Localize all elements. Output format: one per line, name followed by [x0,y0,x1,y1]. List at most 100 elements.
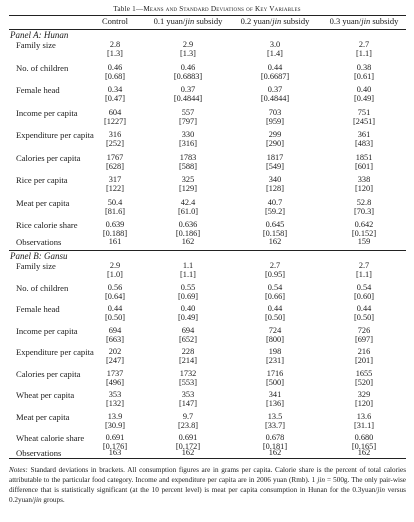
row-label: No. of children [16,282,69,293]
observations-label: Observations [16,448,62,458]
column-header: 0.2 yuan/jin subsidy [240,16,310,26]
mean-value: 1783 [179,152,197,162]
mean-value: 0.40 [356,85,372,94]
mean-value: 316 [108,130,122,139]
mean-value: 330 [181,130,195,139]
mean-value: 9.7 [182,411,194,421]
mean-value: 2.9 [109,261,121,270]
sd-value: [1.4] [267,49,283,58]
mean-value: 0.55 [180,282,196,292]
sd-value: [247] [106,356,124,365]
sd-value: [800] [266,334,284,344]
mean-value: 361 [357,130,371,139]
sd-value: [132] [106,399,124,408]
mean-value: 703 [268,107,282,117]
mean-value: 0.37 [180,85,196,94]
sd-value: [290] [266,139,284,148]
sd-value: [316] [179,139,197,148]
mean-value: 1851 [355,152,373,162]
mean-value: 0.34 [107,85,123,94]
sd-value: [0.186] [175,229,201,238]
sd-value: [0.50] [264,313,286,322]
mean-value: 0.44 [356,304,372,313]
sd-value: [549] [266,161,284,171]
sd-value: [0.188] [102,229,128,238]
notes-label: Notes: [9,466,28,474]
sd-value: [0.6687] [260,71,290,81]
mean-value: 2.7 [358,40,370,49]
table-title: Table 1—Means and Standard Deviations of… [0,5,414,13]
sd-value: [1.0] [107,270,123,279]
sd-value: [128] [266,184,284,193]
row-label: Female head [16,304,60,314]
observations-value: 163 [108,448,122,457]
sd-value: [652] [179,334,197,344]
mean-value: 0.691 [105,433,125,442]
mean-value: 694 [181,325,195,335]
sd-value: [500] [266,377,284,387]
sd-value: [0.69] [177,291,199,301]
column-header: Control [102,16,128,26]
mean-value: 0.44 [267,62,283,72]
observations-value: 162 [181,237,195,246]
mean-value: 0.44 [107,304,123,313]
row-label: Calories per capita [16,152,81,163]
mean-value: 13.9 [107,411,123,421]
sd-value: [0.6883] [173,71,203,81]
observations-value: 161 [108,237,122,246]
sd-value: [231] [266,356,284,365]
mean-value: 2.7 [269,261,281,270]
sd-value: [70.3] [353,206,375,216]
row-label: Income per capita [16,325,78,336]
mean-value: 1.1 [182,261,194,270]
sd-value: [120] [355,399,373,408]
observations-value: 162 [268,237,282,246]
mean-value: 0.54 [267,282,283,292]
sd-value: [0.64] [104,291,126,301]
sd-value: [0.4844] [173,94,203,103]
mean-value: 216 [357,347,371,356]
sd-value: [0.152] [351,229,377,238]
sd-value: [31.1] [353,420,375,430]
sd-value: [214] [179,356,197,365]
sd-value: [520] [355,377,373,387]
observations-value: 162 [357,448,371,457]
mean-value: 198 [268,347,282,356]
sd-value: [61.0] [177,206,199,216]
sd-value: [628] [106,161,124,171]
mean-value: 340 [268,175,282,184]
sd-value: [0.61] [353,71,375,81]
mean-value: 228 [181,347,195,356]
sd-value: [1.3] [107,49,123,58]
mean-value: 0.54 [356,282,372,292]
panel-a-label: Panel A: Hunan [10,30,69,40]
observations-value: 162 [268,448,282,457]
sd-value: [553] [179,377,197,387]
mean-value: 726 [357,325,371,335]
sd-value: [0.181] [262,442,288,451]
sd-value: [0.66] [264,291,286,301]
sd-value: [23.8] [177,420,199,430]
bottom-rule [9,458,406,459]
mean-value: 1737 [106,368,124,378]
mean-value: 1732 [179,368,197,378]
sd-value: [483] [355,139,373,148]
sd-value: [1.1] [356,49,372,58]
sd-value: [0.176] [102,442,128,451]
panel-b-label: Panel B: Gansu [10,251,68,261]
row-label: Rice calorie share [16,220,78,230]
mean-value: 0.46 [180,62,196,72]
mean-value: 724 [268,325,282,335]
column-header: 0.3 yuan/jin subsidy [329,16,399,26]
mean-value: 13.5 [267,411,283,421]
table-title-text: Means and Standard Deviations of Key Var… [143,5,301,13]
mean-value: 1716 [266,368,284,378]
sd-value: [129] [179,184,197,193]
mean-value: 0.642 [354,220,374,229]
header-rule [9,29,406,30]
sd-value: [0.50] [104,313,126,322]
observations-value: 159 [357,237,371,246]
sd-value: [1227] [103,116,127,126]
mean-value: 341 [268,390,282,399]
sd-value: [0.49] [353,94,375,103]
